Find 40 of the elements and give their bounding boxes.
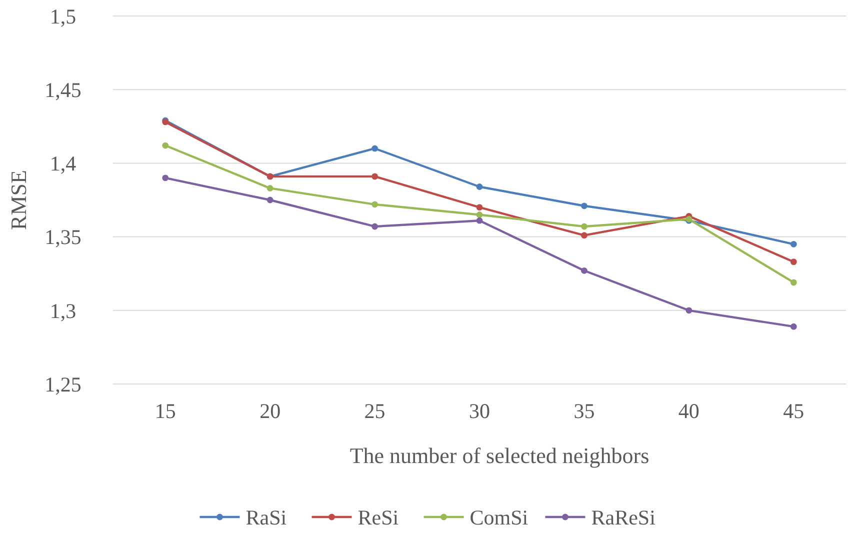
- x-tick-label: 45: [783, 399, 804, 423]
- point: [581, 223, 588, 230]
- point: [790, 323, 797, 330]
- y-tick-label: 1,4: [50, 152, 77, 176]
- legend-label: RaReSi: [591, 505, 656, 530]
- y-tick-label: 1,35: [44, 225, 82, 250]
- x-tick-label: 30: [469, 399, 490, 423]
- point: [372, 145, 378, 152]
- legend-label: RaSi: [246, 505, 287, 530]
- legend-label: ComSi: [470, 505, 528, 530]
- point: [581, 267, 588, 274]
- y-axis-title: RMSE: [6, 170, 31, 230]
- point: [790, 258, 797, 266]
- point: [372, 173, 378, 180]
- y-tick-label: 1,3: [50, 298, 76, 323]
- point: [476, 184, 483, 190]
- point: [372, 201, 378, 208]
- x-axis-title: The number of selected neighbors: [350, 443, 650, 468]
- legend-label: ReSi: [358, 505, 399, 530]
- point: [476, 204, 483, 211]
- point: [476, 212, 483, 218]
- point: [162, 142, 169, 149]
- point: [476, 217, 483, 224]
- y-tick-label: 1,25: [44, 372, 82, 396]
- point: [581, 232, 588, 239]
- x-tick-label: 15: [154, 399, 176, 423]
- point: [790, 279, 797, 286]
- point: [686, 307, 692, 314]
- point: [790, 240, 797, 248]
- x-tick-label: 35: [574, 399, 595, 423]
- x-tick-label: 20: [260, 399, 281, 423]
- y-tick-label: 1,5: [50, 4, 76, 28]
- point: [266, 196, 274, 204]
- point: [266, 185, 274, 192]
- x-tick-label: 25: [364, 399, 386, 423]
- x-tick-label: 40: [678, 399, 700, 423]
- y-tick-label: 1,45: [44, 78, 82, 102]
- point: [162, 174, 169, 182]
- point: [372, 223, 378, 230]
- point: [581, 202, 588, 210]
